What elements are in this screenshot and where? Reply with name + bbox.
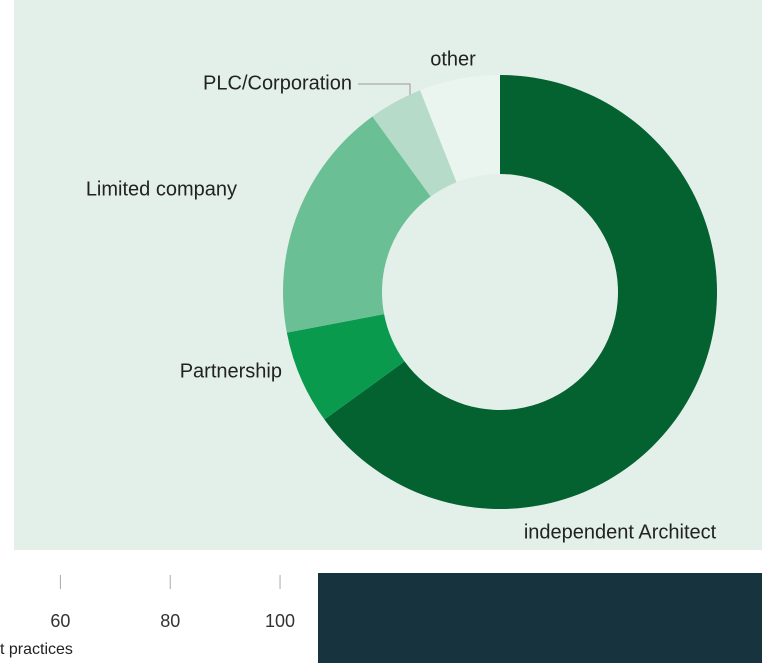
donut-segment [282, 116, 431, 333]
segment-label: independent Architect [524, 521, 717, 543]
x-tick-label: 80 [160, 611, 180, 631]
donut-segment [286, 314, 405, 420]
segment-label: PLC/Corporation [203, 72, 352, 94]
segment-label: other [430, 48, 476, 70]
segment-label: Limited company [86, 178, 237, 200]
leader-line [358, 83, 411, 96]
segment-label: Partnership [180, 360, 282, 382]
dark-panel [318, 573, 762, 663]
x-axis-label: t practices [0, 641, 73, 658]
donut: independent Architect Partnership Limited … [86, 48, 717, 543]
x-tick-label: 100 [265, 611, 295, 631]
axis: 60 80 100 t practices [0, 575, 295, 658]
x-tick-label: 60 [50, 611, 70, 631]
donut-segment [420, 75, 500, 183]
donut-segment [372, 90, 457, 197]
donut-segment [324, 75, 717, 509]
